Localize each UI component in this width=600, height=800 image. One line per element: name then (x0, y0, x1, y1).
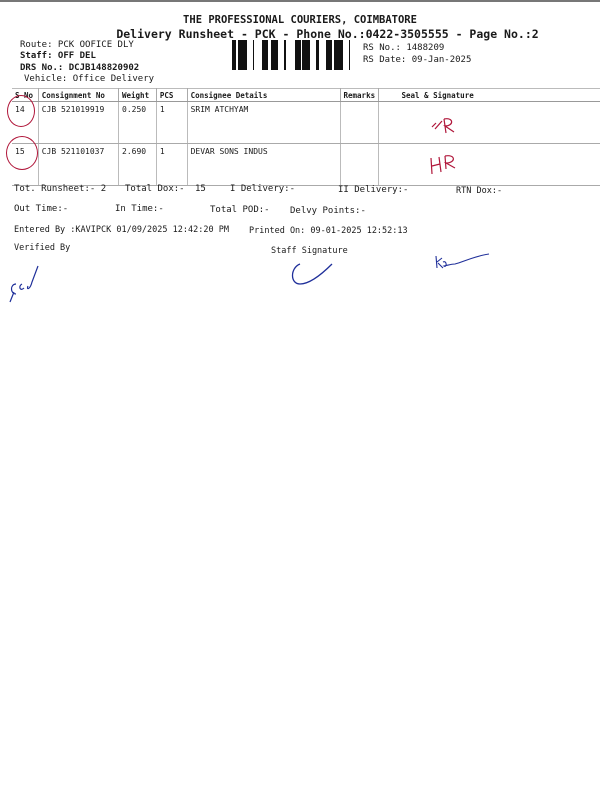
signature (435, 253, 490, 269)
col-consignee: Consignee Details (187, 88, 341, 102)
verified-by: Verified By (14, 243, 71, 253)
entered-by: Entered By :KAVIPCK 01/09/2025 12:42:20 … (14, 225, 229, 235)
barcode-bar (328, 40, 331, 70)
table-row: 14 CJB 521019919 0.250 1 SRIM ATCHYAM (12, 101, 600, 144)
col-weight: Weight (118, 88, 157, 102)
barcode-bar (331, 40, 332, 70)
barcode-bar (337, 40, 338, 70)
tot-runsheet: Tot. Runsheet:- 2 (14, 184, 107, 194)
pcs: 1 (156, 143, 188, 186)
ii-delivery: II Delivery:- (338, 185, 409, 195)
remarks (340, 101, 380, 144)
barcode-bar (302, 40, 304, 70)
seal-signature (378, 101, 600, 144)
barcode-bar (316, 40, 319, 70)
rs-date: RS Date: 09-Jan-2025 (363, 55, 472, 65)
handwritten-circle (6, 136, 38, 170)
barcode-bar (253, 40, 254, 70)
col-remarks: Remarks (340, 88, 380, 102)
vehicle: Vehicle: Office Delivery (24, 74, 155, 84)
rs-no: RS No.: 1488209 (363, 43, 445, 53)
printed-on: Printed On: 09-01-2025 12:52:13 (249, 226, 408, 236)
weight: 0.250 (118, 101, 157, 144)
scan-edge (0, 0, 600, 2)
barcode-bar (304, 40, 307, 70)
barcode-bar (274, 40, 277, 70)
barcode-bar (266, 40, 268, 70)
barcode-bar (232, 40, 235, 70)
staff-signature-label: Staff Signature (271, 246, 348, 256)
barcode-bar (296, 40, 298, 70)
rtn-dox: RTN Dox:- (456, 186, 503, 196)
handwritten-initials-hr (430, 155, 456, 175)
drs-no: DRS No.: DCJB148820902 (20, 63, 140, 73)
barcode-bar (271, 40, 272, 70)
consignment-no: CJB 521019919 (38, 101, 120, 144)
barcode-bar (244, 40, 247, 70)
barcode-bar (262, 40, 265, 70)
barcode-bar (349, 40, 350, 70)
verifier-signature (9, 265, 39, 303)
consignment-table: S No Consignment No Weight PCS Consignee… (12, 88, 600, 186)
barcode-bar (272, 40, 274, 70)
barcode-bar (308, 40, 310, 70)
handwritten-circle (7, 95, 35, 127)
handwritten-initials-hr (431, 118, 455, 134)
col-consignment: Consignment No (38, 88, 120, 102)
barcode-bar (340, 40, 343, 70)
col-pcs: PCS (156, 88, 188, 102)
barcode-bar (238, 40, 241, 70)
barcode-bar (307, 40, 308, 70)
delvy-points: Delvy Points:- (290, 206, 366, 216)
company-title: THE PROFESSIONAL COURIERS, COIMBATORE (183, 14, 417, 26)
barcode-bar (326, 40, 328, 70)
barcode-bar (295, 40, 296, 70)
out-time: Out Time:- (14, 204, 69, 214)
runsheet-subtitle: Delivery Runsheet - PCK - Phone No.:0422… (116, 27, 539, 41)
consignment-no: CJB 521101037 (38, 143, 120, 186)
staff-signature (291, 263, 333, 285)
barcode-bar (284, 40, 286, 70)
in-time: In Time:- (115, 204, 164, 214)
col-seal: Seal & Signature (378, 88, 600, 102)
table-row: 15 CJB 521101037 2.690 1 DEVAR SONS INDU… (12, 143, 600, 186)
i-delivery: I Delivery:- (230, 184, 296, 194)
total-dox-label: Total Dox:- (125, 184, 185, 194)
consignee: SRIM ATCHYAM (187, 101, 341, 144)
barcode-bar (241, 40, 242, 70)
total-dox-value: 15 (195, 184, 206, 194)
consignee: DEVAR SONS INDUS (187, 143, 341, 186)
barcode-bar (338, 40, 340, 70)
barcode-bar (334, 40, 337, 70)
staff: Staff: OFF DEL (20, 51, 96, 61)
seal-signature (378, 143, 600, 186)
total-pod: Total POD:- (210, 205, 270, 215)
barcode-bar (265, 40, 266, 70)
barcode (232, 40, 350, 70)
barcode-bar (235, 40, 236, 70)
barcode-bar (242, 40, 244, 70)
barcode-bar (277, 40, 278, 70)
weight: 2.690 (118, 143, 157, 186)
route: Route: PCK OOFICE DLY (20, 40, 134, 50)
pcs: 1 (156, 101, 188, 144)
barcode-bar (298, 40, 301, 70)
remarks (340, 143, 380, 186)
